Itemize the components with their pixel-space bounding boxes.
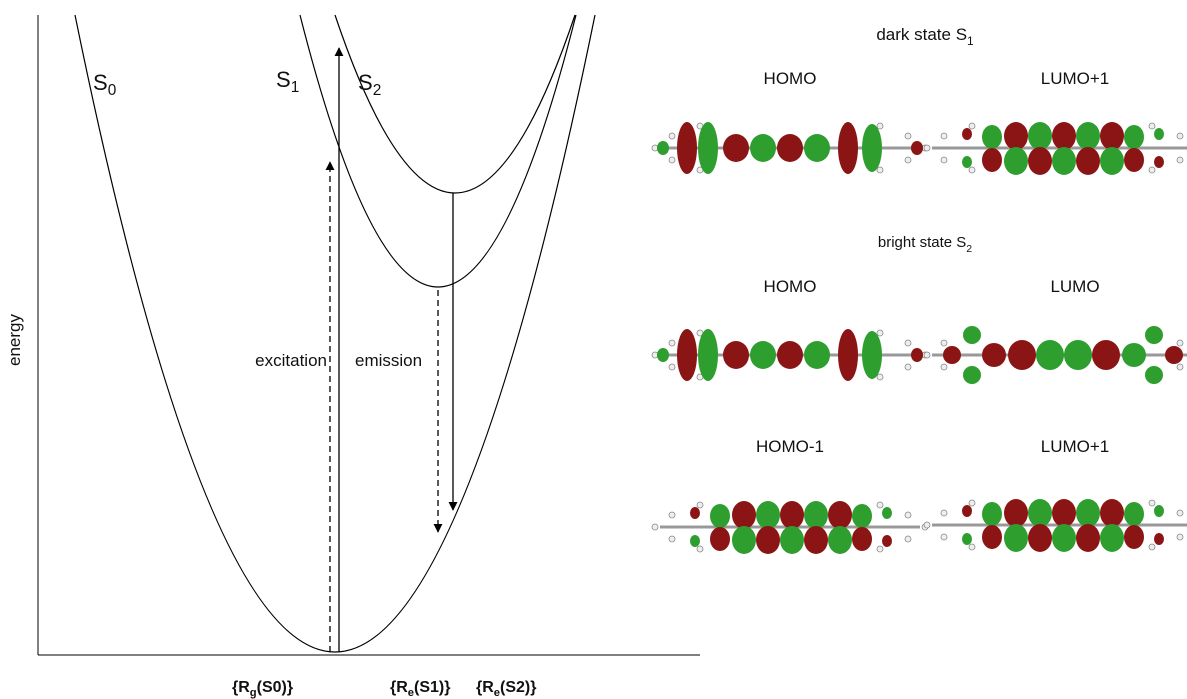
orbital-label: LUMO+1 — [1041, 69, 1110, 88]
axis-label: energy — [5, 314, 24, 366]
arrow-label: emission — [355, 351, 422, 370]
orbital-label: HOMO-1 — [756, 437, 824, 456]
panel-title-main: bright state S — [878, 234, 966, 251]
x-label: {Re(S1)} — [390, 679, 450, 699]
x-label: {Re(S2)} — [476, 679, 536, 699]
curve-label-sub: 2 — [373, 82, 382, 99]
orbital-image — [652, 122, 928, 174]
orbital-label: LUMO — [1050, 277, 1099, 296]
orbital-image — [924, 499, 1187, 552]
figure: energy S0 S1 S2 excitation emission {Rg(… — [0, 0, 1187, 699]
orbital-image — [652, 501, 928, 554]
panel-title-main: dark state S — [876, 25, 967, 44]
orbital-image — [924, 122, 1187, 175]
panel-title: bright state S2 — [878, 234, 972, 255]
page: energy S0 S1 S2 excitation emission {Rg(… — [0, 0, 1187, 699]
curve-label: S2 — [358, 70, 381, 99]
curve-label-main: S — [276, 67, 291, 92]
x-label-rest: (S2)} — [500, 679, 536, 696]
curve-label-sub: 1 — [291, 79, 300, 96]
orbital-label: HOMO — [764, 69, 817, 88]
panel-title: dark state S1 — [876, 25, 974, 48]
curve-s0 — [75, 15, 595, 652]
x-label-main: {R — [232, 679, 250, 696]
curve-label: S0 — [93, 70, 116, 99]
curve-s2 — [335, 15, 575, 193]
orbital-label: LUMO+1 — [1041, 437, 1110, 456]
panel-title-sub: 1 — [967, 34, 974, 48]
orbital-image — [652, 329, 928, 381]
x-label-rest: (S1)} — [414, 679, 450, 696]
curve-label-main: S — [93, 70, 108, 95]
curve-label-main: S — [358, 70, 373, 95]
orbital-label: HOMO — [764, 277, 817, 296]
curve-label-sub: 0 — [108, 82, 117, 99]
x-label-main: {R — [476, 679, 494, 696]
curve-s1 — [300, 15, 576, 287]
orbital-image — [924, 326, 1187, 384]
arrow-label: excitation — [255, 351, 327, 370]
x-label: {Rg(S0)} — [232, 679, 293, 699]
panel-title-sub: 2 — [966, 243, 972, 255]
curve-label: S1 — [276, 67, 299, 96]
x-label-rest: (S0)} — [257, 679, 293, 696]
x-label-main: {R — [390, 679, 408, 696]
